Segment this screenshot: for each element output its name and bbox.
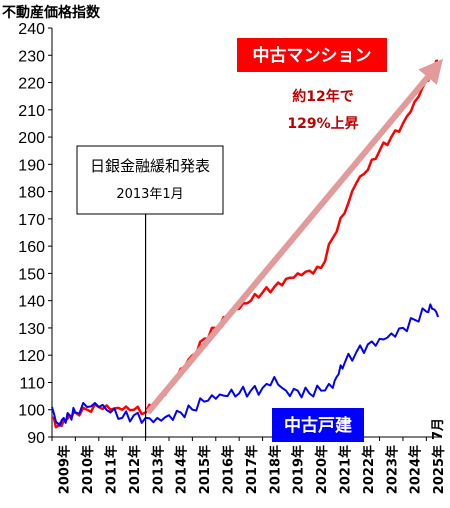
growth-note-line1: 約12年で xyxy=(292,88,353,105)
y-tick-label: 240 xyxy=(18,21,45,38)
series-label-box-red xyxy=(237,38,387,72)
series-label-used-house: 中古戸建 xyxy=(284,415,352,436)
x-tick-label: 2012年 xyxy=(127,445,143,494)
y-tick-label: 90 xyxy=(27,430,45,447)
y-tick-label: 230 xyxy=(18,48,45,65)
y-axis-title: 不動産価格指数 xyxy=(2,5,100,21)
y-tick-label: 170 xyxy=(18,212,45,229)
x-tick-label: 2015年 xyxy=(197,445,213,494)
series-line-used-condo xyxy=(51,59,439,429)
x-tick-label: 2011年 xyxy=(103,445,119,494)
y-tick-label: 160 xyxy=(18,239,45,256)
x-tick-label: 2023年 xyxy=(384,445,400,494)
y-tick-label: 180 xyxy=(18,185,45,202)
y-tick-label: 190 xyxy=(18,157,45,174)
x-tick-label: 2021年 xyxy=(337,445,353,494)
growth-arrow xyxy=(145,58,444,415)
event-box xyxy=(76,145,224,215)
y-tick-label: 220 xyxy=(18,76,45,93)
series-lines xyxy=(51,59,440,429)
y-tick-label: 100 xyxy=(18,403,45,420)
y-tick-label: 210 xyxy=(18,103,45,120)
x-tick-label: 2020年 xyxy=(314,445,330,494)
y-tick-label: 200 xyxy=(18,130,45,147)
y-tick-label: 140 xyxy=(18,294,45,311)
x-tick-label: 2019年 xyxy=(291,445,307,494)
axes: 90 100 110 120 130 140 150 160 170 180 190 200 210 22… xyxy=(18,21,447,494)
x-tick-label: 2024年 xyxy=(408,445,424,494)
y-tick-label: 150 xyxy=(18,266,45,283)
growth-note-line2: 129%上昇 xyxy=(287,116,358,132)
x-tick-label: 2018年 xyxy=(267,445,283,494)
x-tick-label: 2010年 xyxy=(80,445,96,494)
x-tick-label: 2017年 xyxy=(244,445,260,494)
series-label-used-condo: 中古マンション xyxy=(253,45,372,66)
series-label-box-blue xyxy=(272,408,364,442)
y-tick-label: 120 xyxy=(18,348,45,365)
x-tick-label: 2016年 xyxy=(220,445,236,494)
series-line-used-house xyxy=(51,303,440,427)
last-month-label: 7月 xyxy=(431,418,446,440)
x-tick-label: 2009年 xyxy=(57,445,73,494)
x-tick-label: 2022年 xyxy=(361,445,377,494)
y-tick-label: 130 xyxy=(18,321,45,338)
x-tick-label: 2025年 xyxy=(431,445,447,494)
x-tick-label: 2013年 xyxy=(150,445,166,494)
event-title: 日銀金融緩和発表 xyxy=(90,157,210,175)
event-date: 2013年1月 xyxy=(116,187,183,202)
x-tick-label: 2014年 xyxy=(174,445,190,494)
y-tick-label: 110 xyxy=(19,375,45,392)
